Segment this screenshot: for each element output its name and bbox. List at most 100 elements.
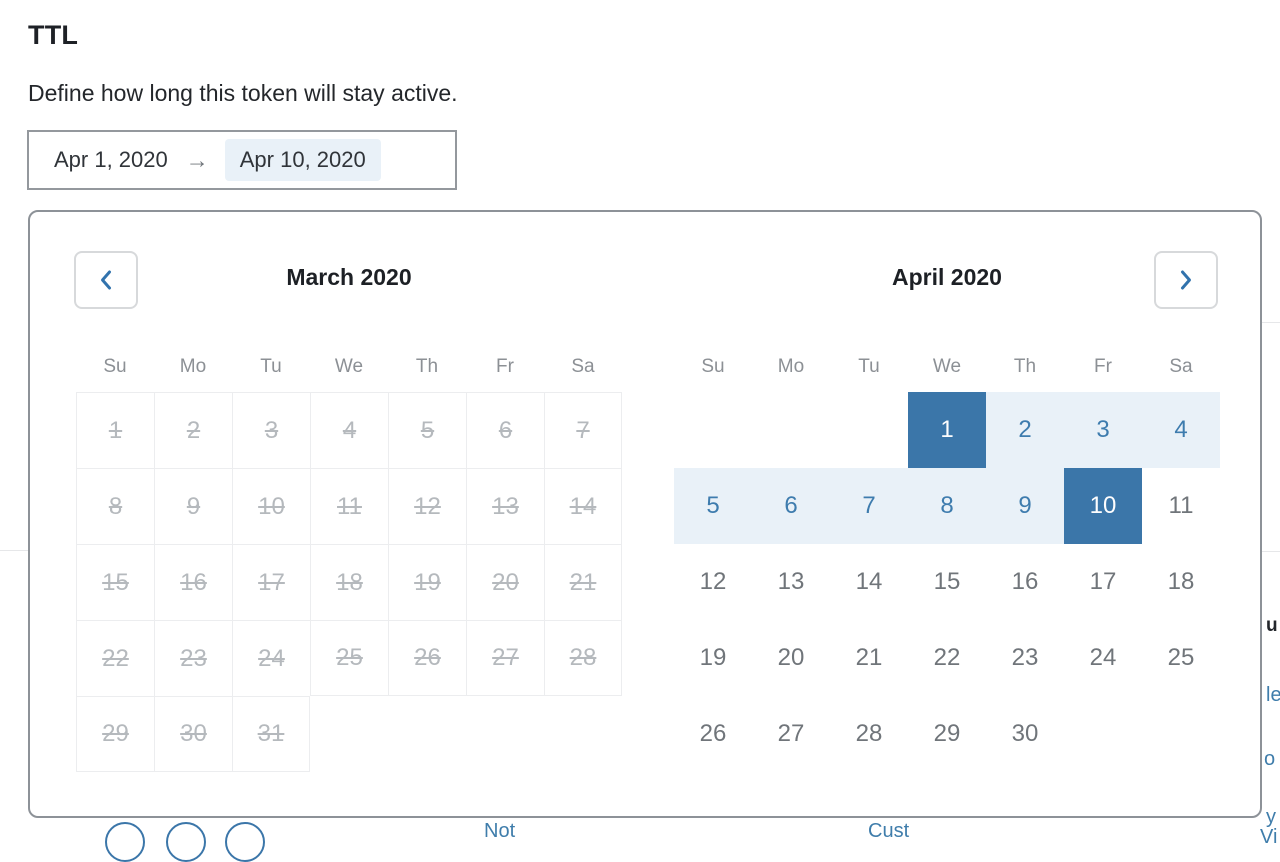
day-cell-march-13: 13 [466, 468, 544, 544]
day-cell-march-10: 10 [232, 468, 310, 544]
day-cell-april-4[interactable]: 4 [1142, 392, 1220, 468]
weekday-label: Su [701, 356, 725, 377]
day-cell-april-6[interactable]: 6 [752, 468, 830, 544]
background-divider [0, 550, 30, 551]
day-cell-april-27[interactable]: 27 [777, 720, 805, 747]
day-cell-april-9[interactable]: 9 [986, 468, 1064, 544]
weekday-header-row: Su Mo Tu We Th Fr Sa [674, 355, 1220, 379]
day-cell-april-20[interactable]: 20 [777, 644, 805, 671]
day-cell-march-2: 2 [154, 392, 232, 468]
day-cell-march-27: 27 [466, 620, 544, 696]
day-cell-april-28[interactable]: 28 [855, 720, 883, 747]
day-cell-march-18: 18 [310, 544, 388, 620]
day-cell-march-19: 19 [388, 544, 466, 620]
day-cell-april-1[interactable]: 1 [908, 392, 986, 468]
end-date-field[interactable]: Apr 10, 2020 [224, 139, 381, 181]
day-cell-march-1: 1 [76, 392, 154, 468]
day-cell-april-29[interactable]: 29 [933, 720, 961, 747]
day-cell-march-28: 28 [544, 620, 622, 696]
day-cell-april-8[interactable]: 8 [908, 468, 986, 544]
month-panel-april: April 2020 Su Mo Tu We Th Fr Sa 1 2 3 4 5 6 7 8 9 10 11 1… [674, 212, 1220, 816]
day-cell-march-14: 14 [544, 468, 622, 544]
start-date-field[interactable]: Apr 1, 2020 [54, 147, 168, 172]
month-panel-march: March 2020 Su Mo Tu We Th Fr Sa 1 2 3 4 5 6 7 8 9 10 11 1… [76, 212, 622, 816]
day-cell-march-7: 7 [544, 392, 622, 468]
weekday-label: Sa [1169, 356, 1193, 377]
background-divider [1260, 551, 1280, 552]
day-cell-march-30: 30 [154, 696, 232, 772]
empty-day-cell [830, 392, 908, 468]
month-title: March 2020 [286, 264, 412, 290]
day-cell-april-15[interactable]: 15 [933, 568, 961, 595]
day-cell-march-23: 23 [154, 620, 232, 696]
day-cell-april-21[interactable]: 21 [855, 644, 883, 671]
day-cell-april-10[interactable]: 10 [1064, 468, 1142, 544]
background-link-fragment[interactable]: y [1266, 806, 1276, 828]
empty-day-cell [752, 392, 830, 468]
day-cell-april-25[interactable]: 25 [1167, 644, 1195, 671]
day-cell-march-31: 31 [232, 696, 310, 772]
day-cell-march-11: 11 [310, 468, 388, 544]
day-cell-march-24: 24 [232, 620, 310, 696]
weekday-label: Th [1013, 356, 1037, 377]
chevron-right-icon [1178, 269, 1194, 291]
arrow-right-icon: → [185, 146, 209, 173]
date-picker-popup: March 2020 Su Mo Tu We Th Fr Sa 1 2 3 4 5 6 7 8 9 10 11 1… [28, 210, 1262, 818]
background-link-fragment[interactable]: Not [484, 820, 516, 842]
day-cell-april-14[interactable]: 14 [855, 568, 883, 595]
background-link-fragment[interactable]: Vi [1260, 826, 1278, 848]
background-text-fragment: u [1266, 615, 1278, 636]
day-cell-april-7[interactable]: 7 [830, 468, 908, 544]
next-month-button[interactable] [1154, 251, 1218, 309]
day-cell-march-16: 16 [154, 544, 232, 620]
day-cell-march-5: 5 [388, 392, 466, 468]
day-cell-april-16[interactable]: 16 [1011, 568, 1039, 595]
circle-button-fragment[interactable] [225, 822, 265, 862]
day-cell-march-9: 9 [154, 468, 232, 544]
day-cell-march-17: 17 [232, 544, 310, 620]
circle-button-fragment[interactable] [166, 822, 206, 862]
day-cell-march-15: 15 [76, 544, 154, 620]
background-link-fragment[interactable]: le [1266, 684, 1280, 706]
day-cell-march-3: 3 [232, 392, 310, 468]
weekday-label: Fr [496, 356, 514, 377]
day-cell-april-5[interactable]: 5 [674, 468, 752, 544]
weekday-label: We [932, 356, 962, 377]
day-cell-april-17[interactable]: 17 [1089, 568, 1117, 595]
chevron-left-icon [98, 269, 114, 291]
weekday-label: Th [415, 356, 439, 377]
weekday-label: Su [103, 356, 127, 377]
day-cell-march-29: 29 [76, 696, 154, 772]
day-cell-april-13[interactable]: 13 [777, 568, 805, 595]
background-link-fragment[interactable]: o [1264, 748, 1276, 770]
day-cell-april-24[interactable]: 24 [1089, 644, 1117, 671]
background-link-fragment[interactable]: Cust [868, 820, 910, 842]
day-cell-april-2[interactable]: 2 [986, 392, 1064, 468]
weekday-label: Fr [1094, 356, 1112, 377]
weekday-label: Sa [571, 356, 595, 377]
day-cell-april-12[interactable]: 12 [699, 568, 727, 595]
day-cell-april-18[interactable]: 18 [1167, 568, 1195, 595]
section-description: Define how long this token will stay act… [28, 80, 458, 106]
day-cell-march-20: 20 [466, 544, 544, 620]
day-cell-april-22[interactable]: 22 [933, 644, 961, 671]
day-cell-april-11[interactable]: 11 [1168, 492, 1194, 519]
day-cell-april-3[interactable]: 3 [1064, 392, 1142, 468]
date-range-input[interactable]: Apr 1, 2020 → Apr 10, 2020 [27, 130, 457, 190]
day-cell-march-4: 4 [310, 392, 388, 468]
month-title: April 2020 [892, 264, 1002, 290]
day-cell-april-26[interactable]: 26 [699, 720, 727, 747]
page-title: TTL [28, 20, 79, 50]
day-cell-april-30[interactable]: 30 [1011, 720, 1039, 747]
day-cell-march-25: 25 [310, 620, 388, 696]
day-cell-march-21: 21 [544, 544, 622, 620]
day-cell-april-19[interactable]: 19 [699, 644, 727, 671]
day-cell-march-26: 26 [388, 620, 466, 696]
circle-button-fragment[interactable] [105, 822, 145, 862]
weekday-label: Tu [260, 356, 282, 377]
weekday-label: We [334, 356, 364, 377]
day-cell-march-22: 22 [76, 620, 154, 696]
previous-month-button[interactable] [74, 251, 138, 309]
day-cell-april-23[interactable]: 23 [1011, 644, 1039, 671]
weekday-label: Tu [858, 356, 880, 377]
